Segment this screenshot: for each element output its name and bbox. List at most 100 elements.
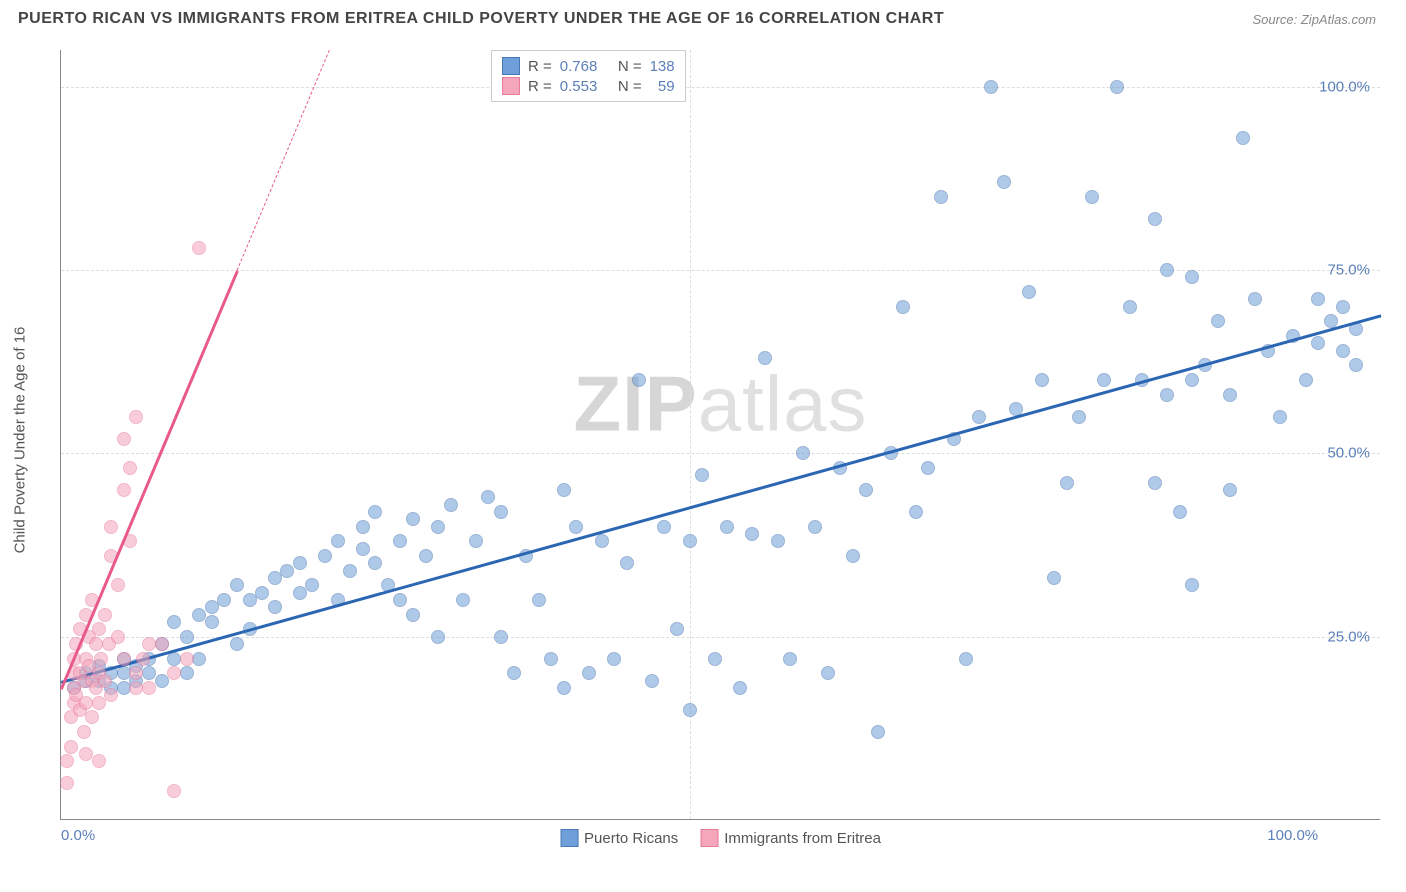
data-point xyxy=(984,80,998,94)
data-point xyxy=(1060,476,1074,490)
data-point xyxy=(129,666,143,680)
data-point xyxy=(1160,263,1174,277)
data-point xyxy=(1148,212,1162,226)
data-point xyxy=(1035,373,1049,387)
watermark: ZIPatlas xyxy=(573,358,867,449)
data-point xyxy=(507,666,521,680)
data-point xyxy=(1311,292,1325,306)
data-point xyxy=(77,725,91,739)
data-point xyxy=(1311,336,1325,350)
data-point xyxy=(909,505,923,519)
data-point xyxy=(117,432,131,446)
data-point xyxy=(1110,80,1124,94)
data-point xyxy=(180,630,194,644)
data-point xyxy=(217,593,231,607)
legend-series-label: Immigrants from Eritrea xyxy=(724,830,881,847)
data-point xyxy=(557,483,571,497)
data-point xyxy=(419,549,433,563)
data-point xyxy=(657,520,671,534)
data-point xyxy=(136,652,150,666)
data-point xyxy=(620,556,634,570)
data-point xyxy=(1072,410,1086,424)
data-point xyxy=(632,373,646,387)
data-point xyxy=(123,461,137,475)
data-point xyxy=(92,622,106,636)
legend-stats-row: R =0.768 N =138 xyxy=(502,57,675,75)
trend-line-dashed xyxy=(237,50,330,270)
chart-header: PUERTO RICAN VS IMMIGRANTS FROM ERITREA … xyxy=(0,0,1406,33)
data-point xyxy=(921,461,935,475)
data-point xyxy=(64,740,78,754)
data-point xyxy=(695,468,709,482)
data-point xyxy=(142,681,156,695)
data-point xyxy=(356,520,370,534)
legend-series-label: Puerto Ricans xyxy=(584,830,678,847)
data-point xyxy=(129,410,143,424)
data-point xyxy=(1336,344,1350,358)
data-point xyxy=(1223,388,1237,402)
data-point xyxy=(1148,476,1162,490)
legend-series-item: Puerto Ricans xyxy=(560,829,678,847)
plot-area: ZIPatlas 25.0%50.0%75.0%100.0%0.0%100.0%… xyxy=(60,50,1380,820)
data-point xyxy=(1097,373,1111,387)
data-point xyxy=(155,674,169,688)
data-point xyxy=(569,520,583,534)
data-point xyxy=(1173,505,1187,519)
data-point xyxy=(293,556,307,570)
data-point xyxy=(1123,300,1137,314)
data-point xyxy=(243,593,257,607)
data-point xyxy=(205,600,219,614)
data-point xyxy=(98,674,112,688)
legend-series-item: Immigrants from Eritrea xyxy=(700,829,881,847)
data-point xyxy=(494,630,508,644)
data-point xyxy=(192,241,206,255)
data-point xyxy=(117,483,131,497)
data-point xyxy=(92,696,106,710)
data-point xyxy=(959,652,973,666)
data-point xyxy=(1273,410,1287,424)
data-point xyxy=(192,652,206,666)
data-point xyxy=(167,666,181,680)
data-point xyxy=(167,615,181,629)
y-tick-label: 50.0% xyxy=(1327,445,1370,462)
x-tick-label: 0.0% xyxy=(61,827,95,844)
data-point xyxy=(318,549,332,563)
data-point xyxy=(683,703,697,717)
data-point xyxy=(393,593,407,607)
legend-n-label: N = xyxy=(605,58,641,75)
legend-r-value: 0.768 xyxy=(560,58,598,75)
data-point xyxy=(1349,358,1363,372)
data-point xyxy=(368,556,382,570)
data-point xyxy=(1085,190,1099,204)
data-point xyxy=(1185,373,1199,387)
data-point xyxy=(230,578,244,592)
data-point xyxy=(268,600,282,614)
data-point xyxy=(331,534,345,548)
legend-r-label: R = xyxy=(528,78,552,95)
data-point xyxy=(1185,270,1199,284)
legend-n-value: 138 xyxy=(650,58,675,75)
data-point xyxy=(1211,314,1225,328)
data-point xyxy=(771,534,785,548)
data-point xyxy=(104,688,118,702)
data-point xyxy=(846,549,860,563)
legend-stats-row: R =0.553 N = 59 xyxy=(502,77,675,95)
data-point xyxy=(155,637,169,651)
data-point xyxy=(111,578,125,592)
y-axis-label: Child Poverty Under the Age of 16 xyxy=(12,327,29,554)
legend-swatch xyxy=(502,77,520,95)
legend-swatch xyxy=(560,829,578,847)
legend-stats: R = 0.768 N = 138 R =0.553 N = 59 xyxy=(491,50,686,102)
chart-source: Source: ZipAtlas.com xyxy=(1252,12,1376,27)
data-point xyxy=(733,681,747,695)
data-point xyxy=(406,608,420,622)
legend-swatch xyxy=(502,57,520,75)
data-point xyxy=(1336,300,1350,314)
data-point xyxy=(1185,578,1199,592)
data-point xyxy=(595,534,609,548)
data-point xyxy=(356,542,370,556)
data-point xyxy=(456,593,470,607)
y-tick-label: 100.0% xyxy=(1319,78,1370,95)
data-point xyxy=(1223,483,1237,497)
data-point xyxy=(607,652,621,666)
